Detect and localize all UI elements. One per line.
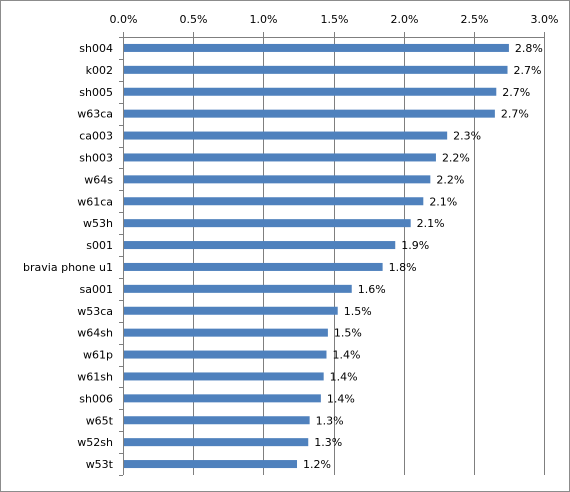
bar <box>123 109 495 118</box>
bar <box>123 372 324 381</box>
data-label: 2.1% <box>417 217 445 230</box>
data-label: 1.5% <box>334 327 362 340</box>
category-label: w61ca <box>77 195 113 208</box>
bar <box>123 394 321 403</box>
category-label: s001 <box>86 239 113 252</box>
category-label: w65t <box>86 414 114 427</box>
gridlines <box>193 37 545 475</box>
bars <box>123 43 509 469</box>
data-label: 2.7% <box>502 86 530 99</box>
category-label: sa001 <box>80 283 113 296</box>
category-label: w61sh <box>77 370 113 383</box>
category-label: ca003 <box>79 130 113 143</box>
category-label: w61p <box>83 349 113 362</box>
category-labels: sh004 k002 sh005 w63ca ca003 sh003 w64s w61ca w5… <box>23 42 114 471</box>
x-tick-label: 0.0% <box>110 13 138 26</box>
category-label: bravia phone u1 <box>23 261 113 274</box>
bar <box>123 175 431 184</box>
data-label: 1.4% <box>332 349 360 362</box>
bar <box>123 197 424 206</box>
data-label: 1.5% <box>344 305 372 318</box>
data-label: 2.1% <box>429 195 457 208</box>
data-label: 1.3% <box>316 414 344 427</box>
category-label: w53h <box>83 217 113 230</box>
bar <box>123 87 497 96</box>
x-tick-label: 3.0% <box>531 13 559 26</box>
x-tick-label: 2.0% <box>391 13 419 26</box>
x-tick-label: 1.0% <box>250 13 278 26</box>
category-label: w53ca <box>77 305 113 318</box>
data-label: 1.3% <box>314 436 342 449</box>
bar <box>123 306 338 315</box>
x-axis-ticks: 0.0% 0.5% 1.0% 1.5% 2.0% 2.5% 3.0% <box>110 13 559 26</box>
bar <box>123 460 298 469</box>
category-label: sh004 <box>79 42 113 55</box>
data-label: 2.3% <box>453 130 481 143</box>
data-label: 2.7% <box>514 64 542 77</box>
bar <box>123 43 509 52</box>
bar <box>123 328 328 337</box>
data-label: 1.8% <box>389 261 417 274</box>
category-label: w53t <box>86 458 114 471</box>
data-label: 1.6% <box>358 283 386 296</box>
x-tick-label: 2.5% <box>461 13 489 26</box>
data-label: 1.4% <box>327 392 355 405</box>
category-label: k002 <box>86 64 113 77</box>
bar <box>123 350 327 359</box>
bar <box>123 131 448 140</box>
category-label: sh005 <box>79 86 113 99</box>
x-tick-label: 0.5% <box>180 13 208 26</box>
x-tick-label: 1.5% <box>321 13 349 26</box>
bar <box>123 438 309 447</box>
category-label: w64s <box>84 173 113 186</box>
data-label: 1.9% <box>401 239 429 252</box>
category-label: w63ca <box>77 108 113 121</box>
data-label: 2.8% <box>515 42 543 55</box>
data-label: 2.7% <box>501 108 529 121</box>
axes <box>119 32 545 476</box>
category-label: w52sh <box>77 436 113 449</box>
bar <box>123 65 508 74</box>
category-label: sh006 <box>79 392 113 405</box>
bar <box>123 241 396 250</box>
data-labels: 2.8% 2.7% 2.7% 2.7% 2.3% 2.2% 2.2% 2.1% 2.1% 1.9%… <box>303 42 543 471</box>
bar <box>123 262 383 271</box>
category-label: w64sh <box>77 327 113 340</box>
bar <box>123 153 436 162</box>
bar <box>123 284 352 293</box>
bar <box>123 416 310 425</box>
data-label: 1.4% <box>330 370 358 383</box>
data-label: 2.2% <box>436 173 464 186</box>
data-label: 1.2% <box>303 458 331 471</box>
category-label: sh003 <box>79 151 113 164</box>
bar <box>123 219 411 228</box>
data-label: 2.2% <box>442 151 470 164</box>
